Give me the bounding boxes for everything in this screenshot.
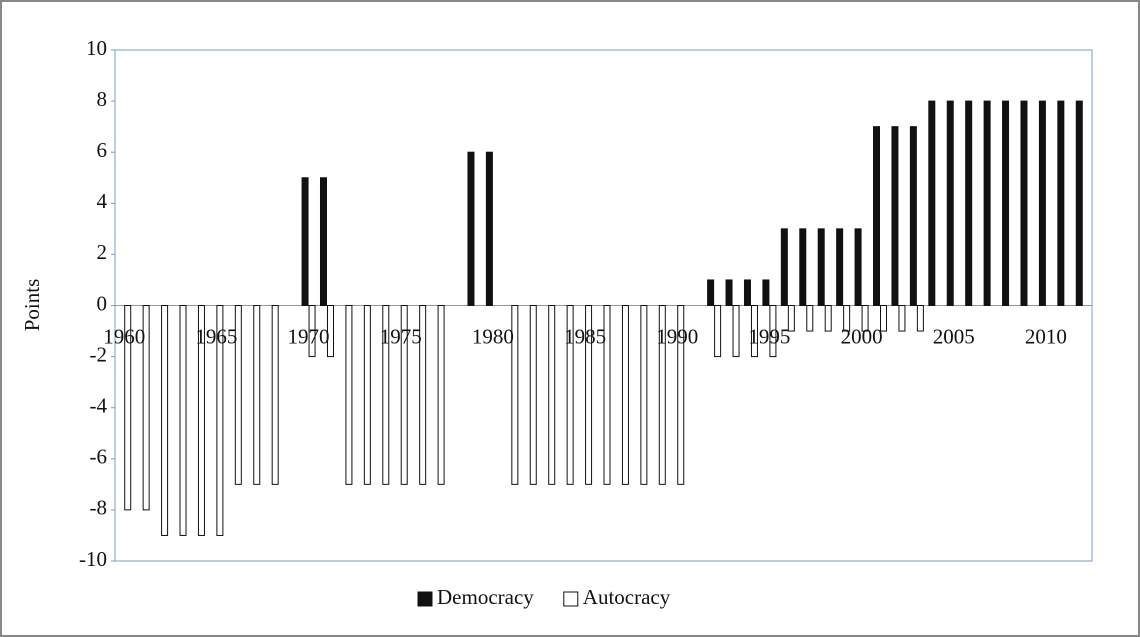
bar bbox=[271, 305, 279, 485]
bar bbox=[566, 305, 574, 485]
legend-swatch bbox=[417, 591, 433, 607]
bar bbox=[216, 305, 224, 536]
bar bbox=[529, 305, 537, 485]
x-tick-label: 1995 bbox=[748, 324, 790, 348]
bar bbox=[326, 305, 334, 358]
bar bbox=[806, 305, 814, 332]
bar bbox=[836, 228, 844, 307]
bar bbox=[732, 305, 740, 358]
bar bbox=[1020, 100, 1028, 306]
bar bbox=[621, 305, 629, 485]
bar bbox=[898, 305, 906, 332]
x-tick-label: 2010 bbox=[1025, 324, 1067, 348]
x-tick-label: 1970 bbox=[288, 324, 330, 348]
x-tick-label: 1965 bbox=[195, 324, 237, 348]
y-tick-label: -2 bbox=[90, 342, 108, 366]
x-tick-label: 1990 bbox=[656, 324, 698, 348]
bar bbox=[880, 305, 888, 332]
bar bbox=[946, 100, 954, 306]
bar bbox=[891, 126, 899, 307]
bar bbox=[548, 305, 556, 485]
bar bbox=[363, 305, 371, 485]
x-tick-label: 1960 bbox=[103, 324, 145, 348]
bar bbox=[928, 100, 936, 306]
bar bbox=[965, 100, 973, 306]
bar bbox=[843, 305, 851, 332]
y-tick-label: 4 bbox=[97, 189, 108, 213]
y-tick-label: 8 bbox=[97, 87, 108, 111]
x-tick-label: 1980 bbox=[472, 324, 514, 348]
bar bbox=[437, 305, 445, 485]
bar bbox=[382, 305, 390, 485]
bar bbox=[1057, 100, 1065, 306]
y-tick-label: -6 bbox=[90, 445, 108, 469]
bar bbox=[253, 305, 261, 485]
x-tick-label: 2000 bbox=[841, 324, 883, 348]
bar bbox=[308, 305, 316, 358]
bar bbox=[707, 279, 715, 307]
bar bbox=[511, 305, 519, 485]
bar bbox=[854, 228, 862, 307]
bar bbox=[658, 305, 666, 485]
bar bbox=[345, 305, 353, 485]
bar bbox=[817, 228, 825, 307]
bar bbox=[234, 305, 242, 485]
bar bbox=[780, 228, 788, 307]
bar bbox=[677, 305, 685, 485]
bar bbox=[714, 305, 722, 358]
bar bbox=[769, 305, 777, 358]
bar bbox=[179, 305, 187, 536]
bar bbox=[824, 305, 832, 332]
bar bbox=[485, 151, 493, 306]
bar bbox=[197, 305, 205, 536]
x-tick-label: 1975 bbox=[380, 324, 422, 348]
bar bbox=[873, 126, 881, 307]
legend-label: Democracy bbox=[437, 585, 534, 609]
bar bbox=[319, 177, 327, 306]
bar bbox=[909, 126, 917, 307]
bar bbox=[585, 305, 593, 485]
y-tick-label: -8 bbox=[90, 496, 108, 520]
bar bbox=[640, 305, 648, 485]
x-tick-label: 2005 bbox=[933, 324, 975, 348]
bar bbox=[762, 279, 770, 307]
legend-swatch bbox=[563, 591, 579, 607]
bar bbox=[725, 279, 733, 307]
bar bbox=[124, 305, 132, 511]
bar bbox=[916, 305, 924, 332]
bar bbox=[419, 305, 427, 485]
bar bbox=[743, 279, 751, 307]
bar bbox=[750, 305, 758, 358]
bar bbox=[1075, 100, 1083, 306]
bar bbox=[301, 177, 309, 306]
y-tick-label: 10 bbox=[86, 36, 107, 60]
y-axis-label: Points bbox=[20, 279, 44, 332]
bar bbox=[161, 305, 169, 536]
bar bbox=[1002, 100, 1010, 306]
y-tick-label: -10 bbox=[79, 547, 107, 571]
x-tick-label: 1985 bbox=[564, 324, 606, 348]
bar bbox=[467, 151, 475, 306]
bar bbox=[400, 305, 408, 485]
y-tick-label: 2 bbox=[97, 240, 108, 264]
y-tick-label: -4 bbox=[90, 394, 108, 418]
y-tick-label: 6 bbox=[97, 138, 108, 162]
bar bbox=[1038, 100, 1046, 306]
y-tick-label: 0 bbox=[97, 291, 108, 315]
bar bbox=[861, 305, 869, 332]
bar bbox=[983, 100, 991, 306]
bar bbox=[799, 228, 807, 307]
bar bbox=[603, 305, 611, 485]
bar bbox=[787, 305, 795, 332]
legend-label: Autocracy bbox=[583, 585, 671, 609]
bar bbox=[142, 305, 150, 511]
